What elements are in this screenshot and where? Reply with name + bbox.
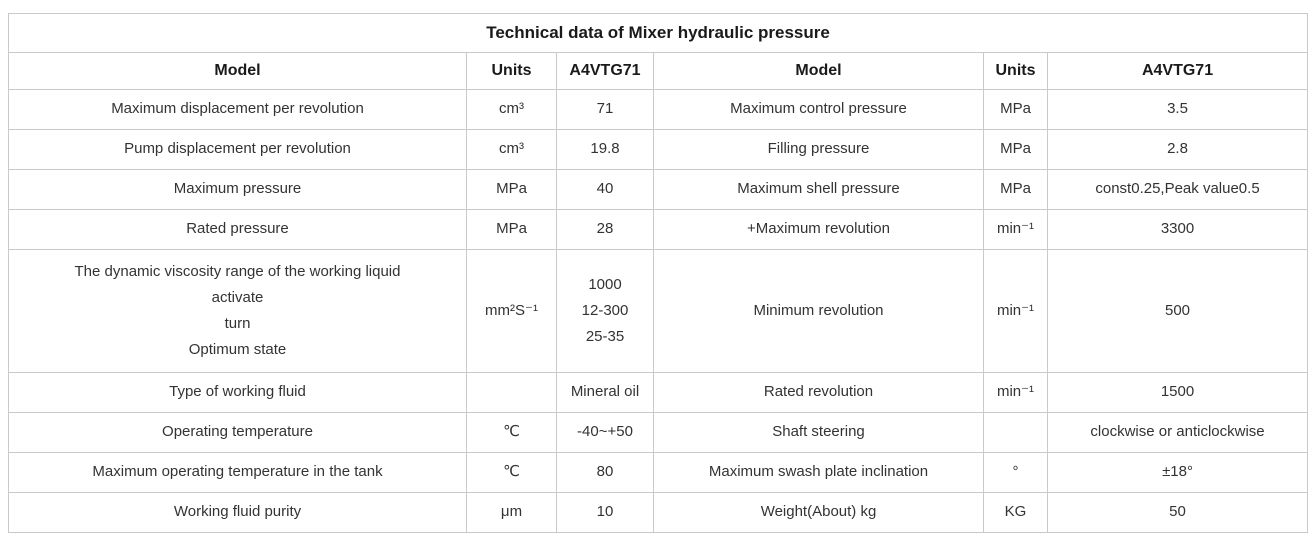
param-cell: Filling pressure: [653, 129, 984, 170]
param-cell: Maximum pressure: [8, 169, 467, 210]
value-cell: 500: [1046, 249, 1309, 373]
unit-cell: MPa: [983, 129, 1048, 170]
value-cell: 28: [556, 209, 654, 250]
param-cell: Minimum revolution: [653, 249, 984, 373]
unit-cell: KG: [983, 492, 1048, 533]
unit-cell: ℃: [466, 412, 557, 453]
param-cell: Pump displacement per revolution: [8, 129, 467, 170]
table-row: Maximum operating temperature in the tan…: [8, 452, 1309, 493]
param-cell: Operating temperature: [8, 412, 467, 453]
value-cell: 71: [556, 89, 654, 130]
value-cell: 3300: [1046, 209, 1309, 250]
table-row: Working fluid purity μm 10 Weight(About)…: [8, 492, 1309, 533]
table-row: Maximum displacement per revolution cm³ …: [8, 89, 1309, 130]
param-cell: Maximum shell pressure: [653, 169, 984, 210]
unit-cell: min⁻¹: [983, 372, 1048, 413]
unit-cell: cm³: [466, 129, 557, 170]
technical-data-table: Technical data of Mixer hydraulic pressu…: [7, 13, 1309, 533]
value-cell: 1000 12-300 25-35: [556, 249, 654, 373]
unit-cell: MPa: [466, 209, 557, 250]
value-cell: ±18°: [1046, 452, 1309, 493]
param-cell: Maximum displacement per revolution: [8, 89, 467, 130]
table-title: Technical data of Mixer hydraulic pressu…: [7, 13, 1309, 53]
table-row: Rated pressure MPa 28 +Maximum revolutio…: [8, 209, 1309, 250]
unit-cell: °: [983, 452, 1048, 493]
unit-cell: min⁻¹: [983, 249, 1048, 373]
value-cell: const0.25,Peak value0.5: [1046, 169, 1309, 210]
param-cell: Working fluid purity: [8, 492, 467, 533]
param-cell: Maximum swash plate inclination: [653, 452, 984, 493]
value-cell: -40~+50: [556, 412, 654, 453]
unit-cell: MPa: [983, 169, 1048, 210]
unit-cell: mm²S⁻¹: [466, 249, 557, 373]
header-value-right: A4VTG71: [1046, 52, 1309, 90]
value-cell: 50: [1046, 492, 1309, 533]
table-row: Pump displacement per revolution cm³ 19.…: [8, 129, 1309, 170]
value-cell: 19.8: [556, 129, 654, 170]
param-cell: Maximum operating temperature in the tan…: [8, 452, 467, 493]
param-cell: Maximum control pressure: [653, 89, 984, 130]
value-cell: 1500: [1046, 372, 1309, 413]
value-cell: 10: [556, 492, 654, 533]
param-cell: Shaft steering: [653, 412, 984, 453]
unit-cell: MPa: [983, 89, 1048, 130]
unit-cell: [466, 372, 557, 413]
param-cell: Rated revolution: [653, 372, 984, 413]
unit-cell: cm³: [466, 89, 557, 130]
unit-cell: [983, 412, 1048, 453]
value-cell: 2.8: [1046, 129, 1309, 170]
table-row: Operating temperature ℃ -40~+50 Shaft st…: [8, 412, 1309, 453]
header-model-right: Model: [653, 52, 984, 90]
table-title-row: Technical data of Mixer hydraulic pressu…: [7, 13, 1309, 53]
param-cell: The dynamic viscosity range of the worki…: [8, 249, 467, 373]
table-row: Type of working fluid Mineral oil Rated …: [8, 372, 1309, 413]
unit-cell: ℃: [466, 452, 557, 493]
value-cell: 40: [556, 169, 654, 210]
table-row-viscosity: The dynamic viscosity range of the worki…: [8, 249, 1309, 373]
unit-cell: μm: [466, 492, 557, 533]
param-cell: Type of working fluid: [8, 372, 467, 413]
header-value-left: A4VTG71: [556, 52, 654, 90]
header-units-left: Units: [466, 52, 557, 90]
param-cell: Rated pressure: [8, 209, 467, 250]
page: Technical data of Mixer hydraulic pressu…: [0, 13, 1315, 547]
header-model-left: Model: [8, 52, 467, 90]
value-cell: 3.5: [1046, 89, 1309, 130]
header-units-right: Units: [983, 52, 1048, 90]
table-header-row: Model Units A4VTG71 Model Units A4VTG71: [8, 52, 1309, 90]
table-row: Maximum pressure MPa 40 Maximum shell pr…: [8, 169, 1309, 210]
param-cell: +Maximum revolution: [653, 209, 984, 250]
value-cell: 80: [556, 452, 654, 493]
param-cell: Weight(About) kg: [653, 492, 984, 533]
value-cell: clockwise or anticlockwise: [1046, 412, 1309, 453]
unit-cell: min⁻¹: [983, 209, 1048, 250]
unit-cell: MPa: [466, 169, 557, 210]
value-cell: Mineral oil: [556, 372, 654, 413]
